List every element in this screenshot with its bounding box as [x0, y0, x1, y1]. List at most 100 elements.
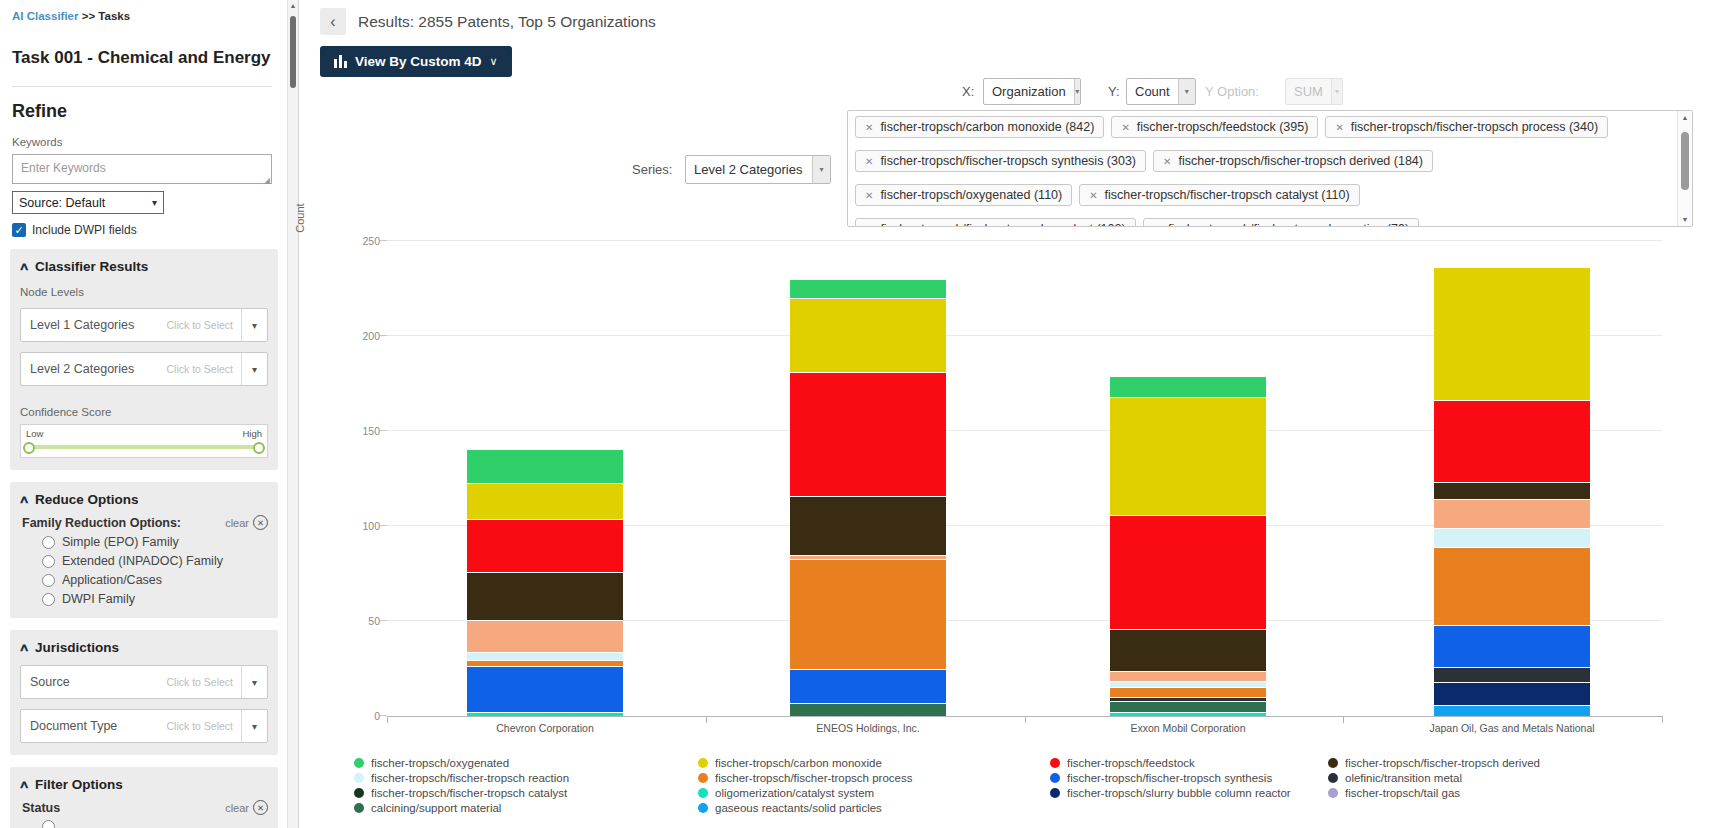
- radio-extended-inpadoc-family[interactable]: Extended (INPADOC) Family: [42, 554, 268, 568]
- x-axis-select[interactable]: Organization ▾: [983, 78, 1081, 105]
- series-tag[interactable]: ✕fischer-tropsch/fischer-tropsch synthes…: [855, 150, 1146, 172]
- close-icon[interactable]: ✕: [1163, 156, 1171, 167]
- back-button[interactable]: ‹: [320, 8, 346, 35]
- bar-segment[interactable]: [1110, 687, 1266, 697]
- series-tag[interactable]: ✕fischer-tropsch/feedstock (395): [1111, 116, 1318, 138]
- bar-segment[interactable]: [1434, 547, 1590, 625]
- chevron-down-icon[interactable]: ▾: [812, 156, 830, 183]
- bar-segment[interactable]: [1110, 712, 1266, 716]
- bar-segment[interactable]: [1110, 629, 1266, 671]
- series-tag[interactable]: ✕fischer-tropsch/fischer-tropsch product…: [855, 218, 1136, 227]
- radio-simple-epo-family[interactable]: Simple (EPO) Family: [42, 535, 268, 549]
- bar-segment[interactable]: [1110, 515, 1266, 629]
- scroll-down-icon[interactable]: ▼: [1678, 216, 1692, 223]
- bar-segment[interactable]: [467, 449, 623, 483]
- resize-handle-icon[interactable]: ◢: [264, 176, 270, 185]
- legend-item[interactable]: fischer-tropsch/oxygenated: [354, 757, 569, 769]
- bar-segment[interactable]: [790, 703, 946, 716]
- radio-icon[interactable]: [42, 820, 55, 828]
- bar-segment[interactable]: [1110, 397, 1266, 515]
- document-type-select[interactable]: Document TypeClick to Select▾: [20, 709, 268, 743]
- slider-handle-high[interactable]: [253, 442, 265, 454]
- legend-item[interactable]: fischer-tropsch/slurry bubble column rea…: [1050, 787, 1291, 799]
- legend-item[interactable]: fischer-tropsch/fischer-tropsch catalyst: [354, 787, 569, 799]
- source-select[interactable]: SourceClick to Select▾: [20, 665, 268, 699]
- close-icon[interactable]: ✕: [1153, 224, 1161, 228]
- bar-segment[interactable]: [467, 572, 623, 620]
- level-2-categories-select[interactable]: Level 2 CategoriesClick to Select▾: [20, 352, 268, 386]
- y-axis-select[interactable]: Count ▾: [1126, 78, 1196, 105]
- bar-segment[interactable]: [790, 298, 946, 372]
- legend-item[interactable]: fischer-tropsch/carbon monoxide: [698, 757, 912, 769]
- bar-segment[interactable]: [1434, 682, 1590, 705]
- chevron-down-icon[interactable]: ▾: [241, 353, 267, 385]
- confidence-slider[interactable]: Low High: [20, 424, 268, 458]
- breadcrumb-link-ai-classifier[interactable]: AI Classifier: [12, 10, 78, 22]
- radio-application-cases[interactable]: Application/Cases: [42, 573, 268, 587]
- bar-segment[interactable]: [467, 483, 623, 519]
- legend-item[interactable]: oligomerization/catalyst system: [698, 787, 912, 799]
- tagbox-scrollbar[interactable]: ▲ ▼: [1677, 111, 1692, 226]
- series-tag[interactable]: ✕fischer-tropsch/fischer-tropsch derived…: [1153, 150, 1433, 172]
- legend-item[interactable]: olefinic/transition metal: [1328, 772, 1540, 784]
- bar-segment[interactable]: [790, 372, 946, 496]
- slider-handle-low[interactable]: [23, 442, 35, 454]
- jurisdictions-header[interactable]: ∧ Jurisdictions: [20, 640, 268, 655]
- bar-segment[interactable]: [467, 519, 623, 572]
- series-tag[interactable]: ✕fischer-tropsch/carbon monoxide (842): [855, 116, 1104, 138]
- scrollbar-thumb[interactable]: [290, 16, 296, 88]
- series-tag[interactable]: ✕fischer-tropsch/fischer-tropsch reactio…: [1143, 218, 1419, 227]
- classifier-results-header[interactable]: ∧ Classifier Results: [20, 259, 268, 274]
- bar-segment[interactable]: [790, 496, 946, 555]
- bar-segment[interactable]: [790, 559, 946, 669]
- legend-item[interactable]: fischer-tropsch/fischer-tropsch derived: [1328, 757, 1540, 769]
- legend-item[interactable]: calcining/support material: [354, 802, 569, 814]
- legend-item[interactable]: fischer-tropsch/fischer-tropsch synthesi…: [1050, 772, 1291, 784]
- family-reduction-clear[interactable]: clear ✕: [225, 515, 268, 530]
- legend-item[interactable]: fischer-tropsch/fischer-tropsch reaction: [354, 772, 569, 784]
- legend-item[interactable]: gaseous reactants/solid particles: [698, 802, 912, 814]
- bar-segment[interactable]: [1434, 667, 1590, 682]
- radio-icon[interactable]: [42, 536, 55, 549]
- bar-chevron-corporation[interactable]: [467, 449, 623, 716]
- scroll-up-icon[interactable]: ▲: [288, 2, 298, 9]
- view-by-custom-4d-button[interactable]: View By Custom 4D ∨: [320, 46, 512, 77]
- radio-icon[interactable]: [42, 574, 55, 587]
- bar-japan-oil-gas-and-metals-national[interactable]: [1434, 267, 1590, 716]
- legend-item[interactable]: fischer-tropsch/fischer-tropsch process: [698, 772, 912, 784]
- legend-item[interactable]: fischer-tropsch/feedstock: [1050, 757, 1291, 769]
- radio-icon[interactable]: [42, 593, 55, 606]
- close-icon[interactable]: ✕: [1335, 122, 1343, 133]
- filter-options-header[interactable]: ∧ Filter Options: [20, 777, 268, 792]
- bar-segment[interactable]: [1434, 705, 1590, 716]
- radio-icon[interactable]: [42, 555, 55, 568]
- include-dwpi-checkbox-row[interactable]: ✓ Include DWPI fields: [12, 223, 272, 237]
- close-icon[interactable]: ✕: [865, 156, 873, 167]
- chevron-down-icon[interactable]: ▾: [241, 710, 267, 742]
- scrollbar-thumb[interactable]: [1681, 132, 1689, 190]
- close-icon[interactable]: ✕: [865, 190, 873, 201]
- keywords-input[interactable]: [12, 154, 272, 184]
- bar-segment[interactable]: [1434, 625, 1590, 667]
- bar-segment[interactable]: [790, 669, 946, 703]
- clear-circle-x-icon[interactable]: ✕: [253, 515, 268, 530]
- scroll-up-icon[interactable]: ▲: [1678, 114, 1692, 121]
- bar-segment[interactable]: [1110, 376, 1266, 397]
- reduce-options-header[interactable]: ∧ Reduce Options: [20, 492, 268, 507]
- chevron-down-icon[interactable]: ▾: [241, 309, 267, 341]
- bar-segment[interactable]: [1434, 499, 1590, 528]
- close-icon[interactable]: ✕: [1121, 122, 1129, 133]
- bar-segment[interactable]: [1434, 528, 1590, 547]
- close-icon[interactable]: ✕: [865, 224, 873, 228]
- series-tag[interactable]: ✕fischer-tropsch/oxygenated (110): [855, 184, 1072, 206]
- close-icon[interactable]: ✕: [1089, 190, 1097, 201]
- series-tag[interactable]: ✕fischer-tropsch/fischer-tropsch process…: [1325, 116, 1608, 138]
- bar-segment[interactable]: [1434, 482, 1590, 499]
- series-select[interactable]: Level 2 Categories ▾: [685, 155, 831, 184]
- source-default-select[interactable]: Source: Default ▾: [12, 191, 164, 214]
- close-icon[interactable]: ✕: [865, 122, 873, 133]
- level-1-categories-select[interactable]: Level 1 CategoriesClick to Select▾: [20, 308, 268, 342]
- clear-circle-x-icon[interactable]: ✕: [253, 800, 268, 815]
- chevron-down-icon[interactable]: ▾: [1178, 79, 1195, 104]
- radio-dwpi-family[interactable]: DWPI Family: [42, 592, 268, 606]
